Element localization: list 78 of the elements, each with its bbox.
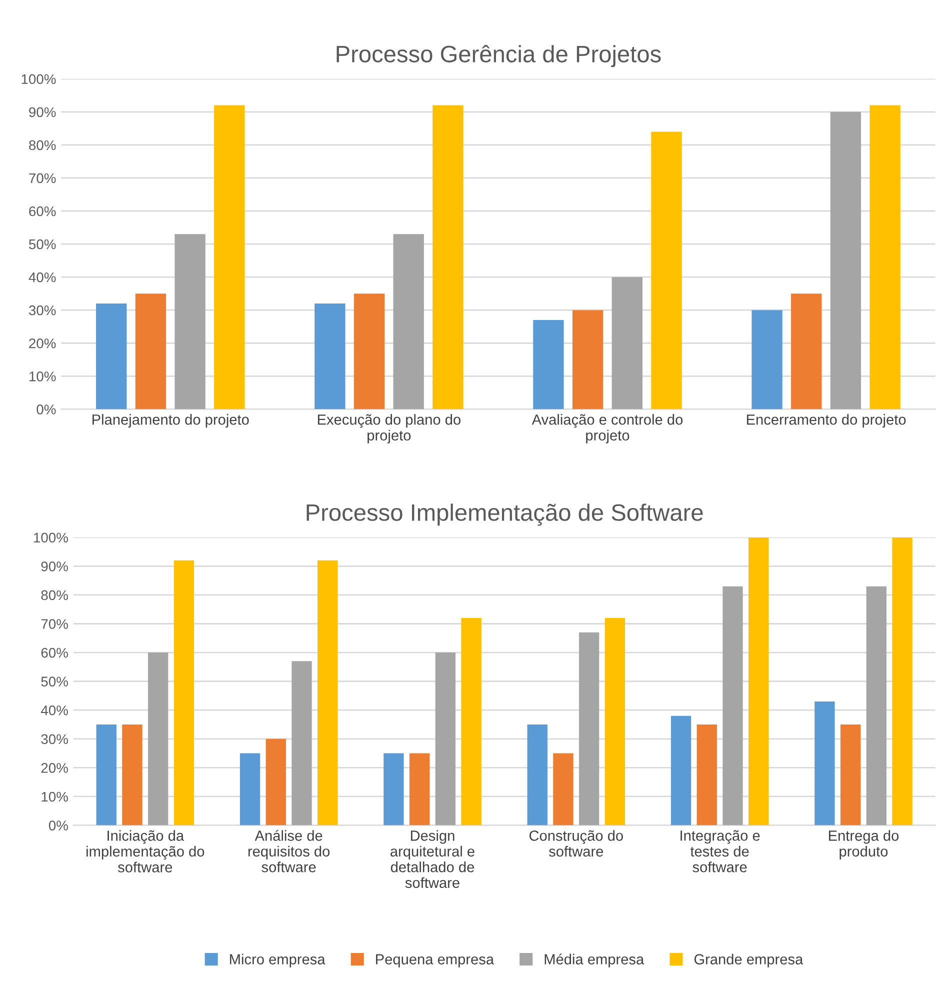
bar <box>722 586 743 826</box>
y-tick-label: 30% <box>28 305 56 316</box>
y-tick-label: 0% <box>48 820 68 830</box>
x-tick-label: Entrega do produto <box>828 830 899 860</box>
bar <box>604 618 626 826</box>
bar <box>292 661 312 826</box>
bar <box>122 724 142 826</box>
bar <box>578 632 600 826</box>
bar <box>696 724 717 826</box>
bar <box>461 618 482 826</box>
legend-label: Pequena empresa <box>376 954 494 968</box>
y-tick-label: 10% <box>30 371 56 382</box>
legend-label: Grande empresa <box>694 954 804 968</box>
y-tick-label: 70% <box>29 173 56 184</box>
bar <box>266 738 286 826</box>
chart-title: Processo Gerência de Projetos <box>336 45 661 68</box>
bar <box>174 560 194 826</box>
y-tick-label: 90% <box>29 107 56 118</box>
bar <box>814 701 835 826</box>
x-tick-label: Encerramento do projeto <box>746 414 906 428</box>
y-tick-label: 100% <box>22 74 56 84</box>
y-tick-label: 60% <box>41 648 68 658</box>
bar <box>553 753 574 826</box>
x-tick-label: Iniciação da implementação do software <box>86 830 204 872</box>
bar <box>866 586 886 826</box>
y-tick-label: 80% <box>41 590 68 600</box>
x-tick-label: Análise de requisitos do software <box>248 830 330 872</box>
x-tick-label: Planejamento do projeto <box>92 414 249 428</box>
bar <box>384 753 404 826</box>
y-tick-label: 70% <box>41 619 68 629</box>
bar <box>148 652 168 826</box>
bar <box>135 294 166 410</box>
bar <box>96 724 116 826</box>
bar <box>96 303 127 410</box>
bar <box>840 724 861 826</box>
bar <box>752 310 782 410</box>
y-tick-label: 80% <box>29 140 56 150</box>
y-tick-label: 50% <box>41 676 68 686</box>
bar <box>393 234 424 410</box>
bar <box>240 753 260 826</box>
x-tick-label: Integração e testes de software <box>680 830 760 872</box>
y-tick-label: 20% <box>41 763 68 773</box>
bar <box>892 537 912 826</box>
bar <box>318 560 338 826</box>
y-tick-label: 40% <box>40 705 68 716</box>
bar <box>748 537 769 826</box>
bar <box>572 310 604 410</box>
bar <box>314 303 346 410</box>
y-tick-label: 60% <box>29 206 56 216</box>
bar <box>527 724 548 826</box>
legend-label: Média empresa <box>544 954 644 968</box>
bar <box>214 105 245 410</box>
y-tick-label: 40% <box>28 272 56 282</box>
bar <box>651 132 682 410</box>
bar <box>435 652 456 826</box>
bar <box>409 753 430 826</box>
bar <box>612 277 642 410</box>
bar <box>870 105 900 410</box>
y-tick-label: 100% <box>34 532 68 543</box>
bar <box>830 112 862 410</box>
chart-title: Processo Implementação de Software <box>306 504 703 526</box>
x-tick-label: Design arquitetural e detalhado de software <box>390 830 474 888</box>
y-tick-label: 20% <box>29 338 56 348</box>
y-tick-label: 50% <box>28 239 56 250</box>
bar <box>174 234 206 410</box>
x-tick-label: Avaliação e controle do projeto <box>532 414 683 444</box>
legend-label: Micro empresa <box>230 954 326 968</box>
y-tick-label: 10% <box>42 792 68 802</box>
x-tick-label: Construção do software <box>529 830 623 857</box>
bar <box>354 294 385 410</box>
bar <box>670 716 692 826</box>
x-tick-label: Execução do plano do projeto <box>318 414 460 444</box>
y-tick-label: 0% <box>36 404 56 414</box>
bar <box>533 320 564 410</box>
bar <box>432 105 464 410</box>
y-tick-label: 90% <box>41 561 68 572</box>
bar <box>791 294 822 410</box>
y-tick-label: 30% <box>41 734 68 744</box>
